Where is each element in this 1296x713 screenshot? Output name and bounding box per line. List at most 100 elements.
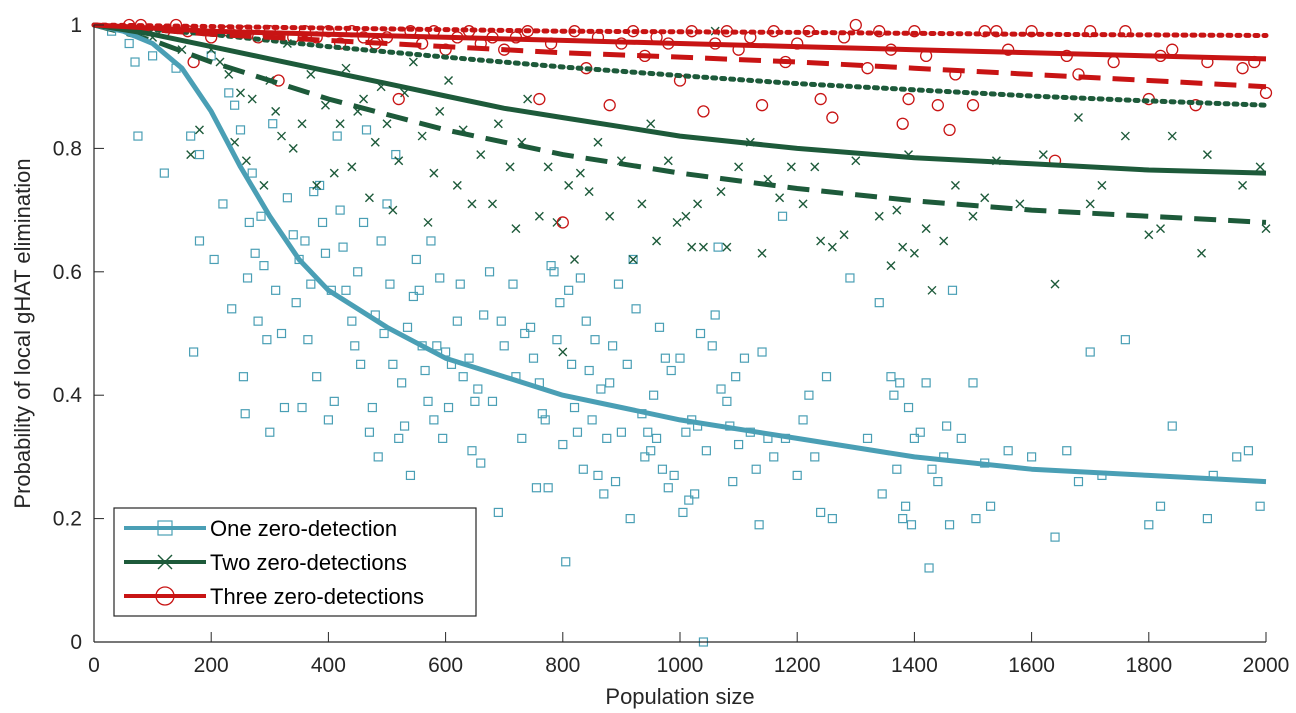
series-1-point-112 <box>540 415 550 425</box>
series-1-point-82 <box>429 415 439 425</box>
series-2-point-25-stroke-b <box>347 162 357 172</box>
series-2-point-114-stroke-b <box>1261 224 1271 234</box>
series-3-point-70 <box>943 123 956 137</box>
series-2-point-8 <box>230 137 240 147</box>
series-1-point-23 <box>247 168 257 178</box>
series-2-point-81-stroke-b <box>798 199 808 209</box>
series-1-point-124 <box>575 273 585 283</box>
series-1-point-181 <box>777 211 788 221</box>
series-2-point-64 <box>646 119 656 129</box>
legend-marker-3 <box>155 586 175 606</box>
series-1-point-114 <box>546 261 556 271</box>
series-2-point-32-stroke-b <box>388 205 398 215</box>
series-1-point-165 <box>707 341 717 351</box>
series-1-point-211 <box>947 285 958 295</box>
series-2-point-98-stroke-b <box>980 193 990 203</box>
series-2-point-39-stroke-b <box>435 106 445 116</box>
series-2-point-35-stroke-b <box>408 57 418 67</box>
series-2-point-84-stroke-b <box>827 242 837 252</box>
series-3-point-73 <box>978 25 991 38</box>
series-2-point-108-stroke-b <box>1156 224 1166 234</box>
series-1-point-133 <box>602 433 612 443</box>
series-1-point-41 <box>306 279 316 289</box>
series-1-point-192 <box>874 298 884 308</box>
series-1-point-128 <box>587 415 597 425</box>
series-3-fit-line <box>93 22 1267 62</box>
series-1-point-51 <box>335 205 345 215</box>
series-2-point-83 <box>816 236 826 246</box>
series-1-point-79 <box>420 365 430 376</box>
series-3-point-74 <box>990 25 1003 38</box>
series-2-point-51 <box>534 211 544 221</box>
x-tick-label-11: 2000 <box>1243 654 1290 677</box>
x-tick-label-10: 1800 <box>1125 654 1172 677</box>
legend-marker-2-stroke-b <box>157 554 173 570</box>
series-1-point-77 <box>414 285 424 295</box>
series-1-point-164 <box>701 446 711 456</box>
series-3-point-58 <box>814 92 827 106</box>
series-1-point-130 <box>593 470 603 481</box>
series-1-point-138 <box>616 427 627 437</box>
series-3-point-79 <box>1072 68 1085 81</box>
series-1-point-194 <box>886 372 896 382</box>
series-1-point-107 <box>525 322 536 332</box>
x-tick-label-8: 1400 <box>891 654 938 677</box>
series-1-point-71 <box>397 378 407 388</box>
series-1-point-158 <box>684 495 694 505</box>
series-1-point-204 <box>921 378 931 388</box>
series-2-point-89 <box>892 205 902 215</box>
series-1-point-49 <box>329 396 339 406</box>
series-2-point-31-stroke-b <box>382 119 392 129</box>
series-2-point-9 <box>236 88 245 98</box>
series-1-point-183 <box>792 470 802 481</box>
series-2-point-77 <box>757 248 767 258</box>
series-2-point-71-stroke-b <box>698 242 708 252</box>
series-2-point-32 <box>388 205 398 215</box>
series-2-point-90 <box>898 242 908 252</box>
series-2-point-62 <box>628 254 638 264</box>
series-2-point-59-stroke-b <box>593 137 603 147</box>
series-1-point-207 <box>933 476 943 487</box>
series-2-point-86 <box>851 156 861 166</box>
series-2-point-57-stroke-b <box>575 168 585 178</box>
series-2-point-10 <box>241 156 251 166</box>
series-1-point-180 <box>769 452 779 462</box>
series-2-point-37-stroke-b <box>423 217 433 227</box>
series-2-point-36 <box>417 131 427 141</box>
series-1-point-58 <box>358 217 369 228</box>
series-2-point-61-stroke-b <box>616 156 626 166</box>
series-2-point-47 <box>505 162 515 172</box>
series-1-point-105 <box>517 433 527 443</box>
series-1-point-190 <box>845 273 855 283</box>
series-1-point-17 <box>230 100 240 110</box>
series-3-point-90 <box>1259 86 1273 100</box>
series-2-point-65 <box>652 236 662 246</box>
series-2-point-37 <box>423 217 433 227</box>
legend-marker-2 <box>157 554 173 570</box>
series-2-point-43-stroke-b <box>467 199 477 209</box>
series-1-point-22 <box>244 217 254 228</box>
series-2-point-7-stroke-b <box>224 69 234 79</box>
series-1-point-117 <box>555 298 565 308</box>
series-2-point-22-stroke-b <box>329 168 339 178</box>
series-1-point-116 <box>552 335 562 345</box>
series-2-point-45-stroke-b <box>487 199 497 209</box>
series-2-point-4 <box>194 125 204 135</box>
series-2-point-97 <box>968 211 978 221</box>
series-2-point-114 <box>1261 224 1271 234</box>
series-2-point-28 <box>364 193 374 203</box>
series-2-point-109-stroke-b <box>1167 131 1177 141</box>
series-2-point-48 <box>511 224 521 234</box>
series-1-point-75 <box>408 291 418 302</box>
series-2-point-102 <box>1050 279 1060 289</box>
series-1-point-108 <box>528 353 539 363</box>
series-2-points <box>148 26 1271 357</box>
series-1-point-93 <box>467 446 477 456</box>
series-1-point-139 <box>622 359 632 369</box>
series-1-point-45 <box>317 217 328 228</box>
series-2-point-23 <box>335 119 345 129</box>
series-2-point-11 <box>247 94 257 104</box>
series-3-point-82 <box>1119 25 1132 38</box>
series-2-point-44-stroke-b <box>476 150 486 160</box>
